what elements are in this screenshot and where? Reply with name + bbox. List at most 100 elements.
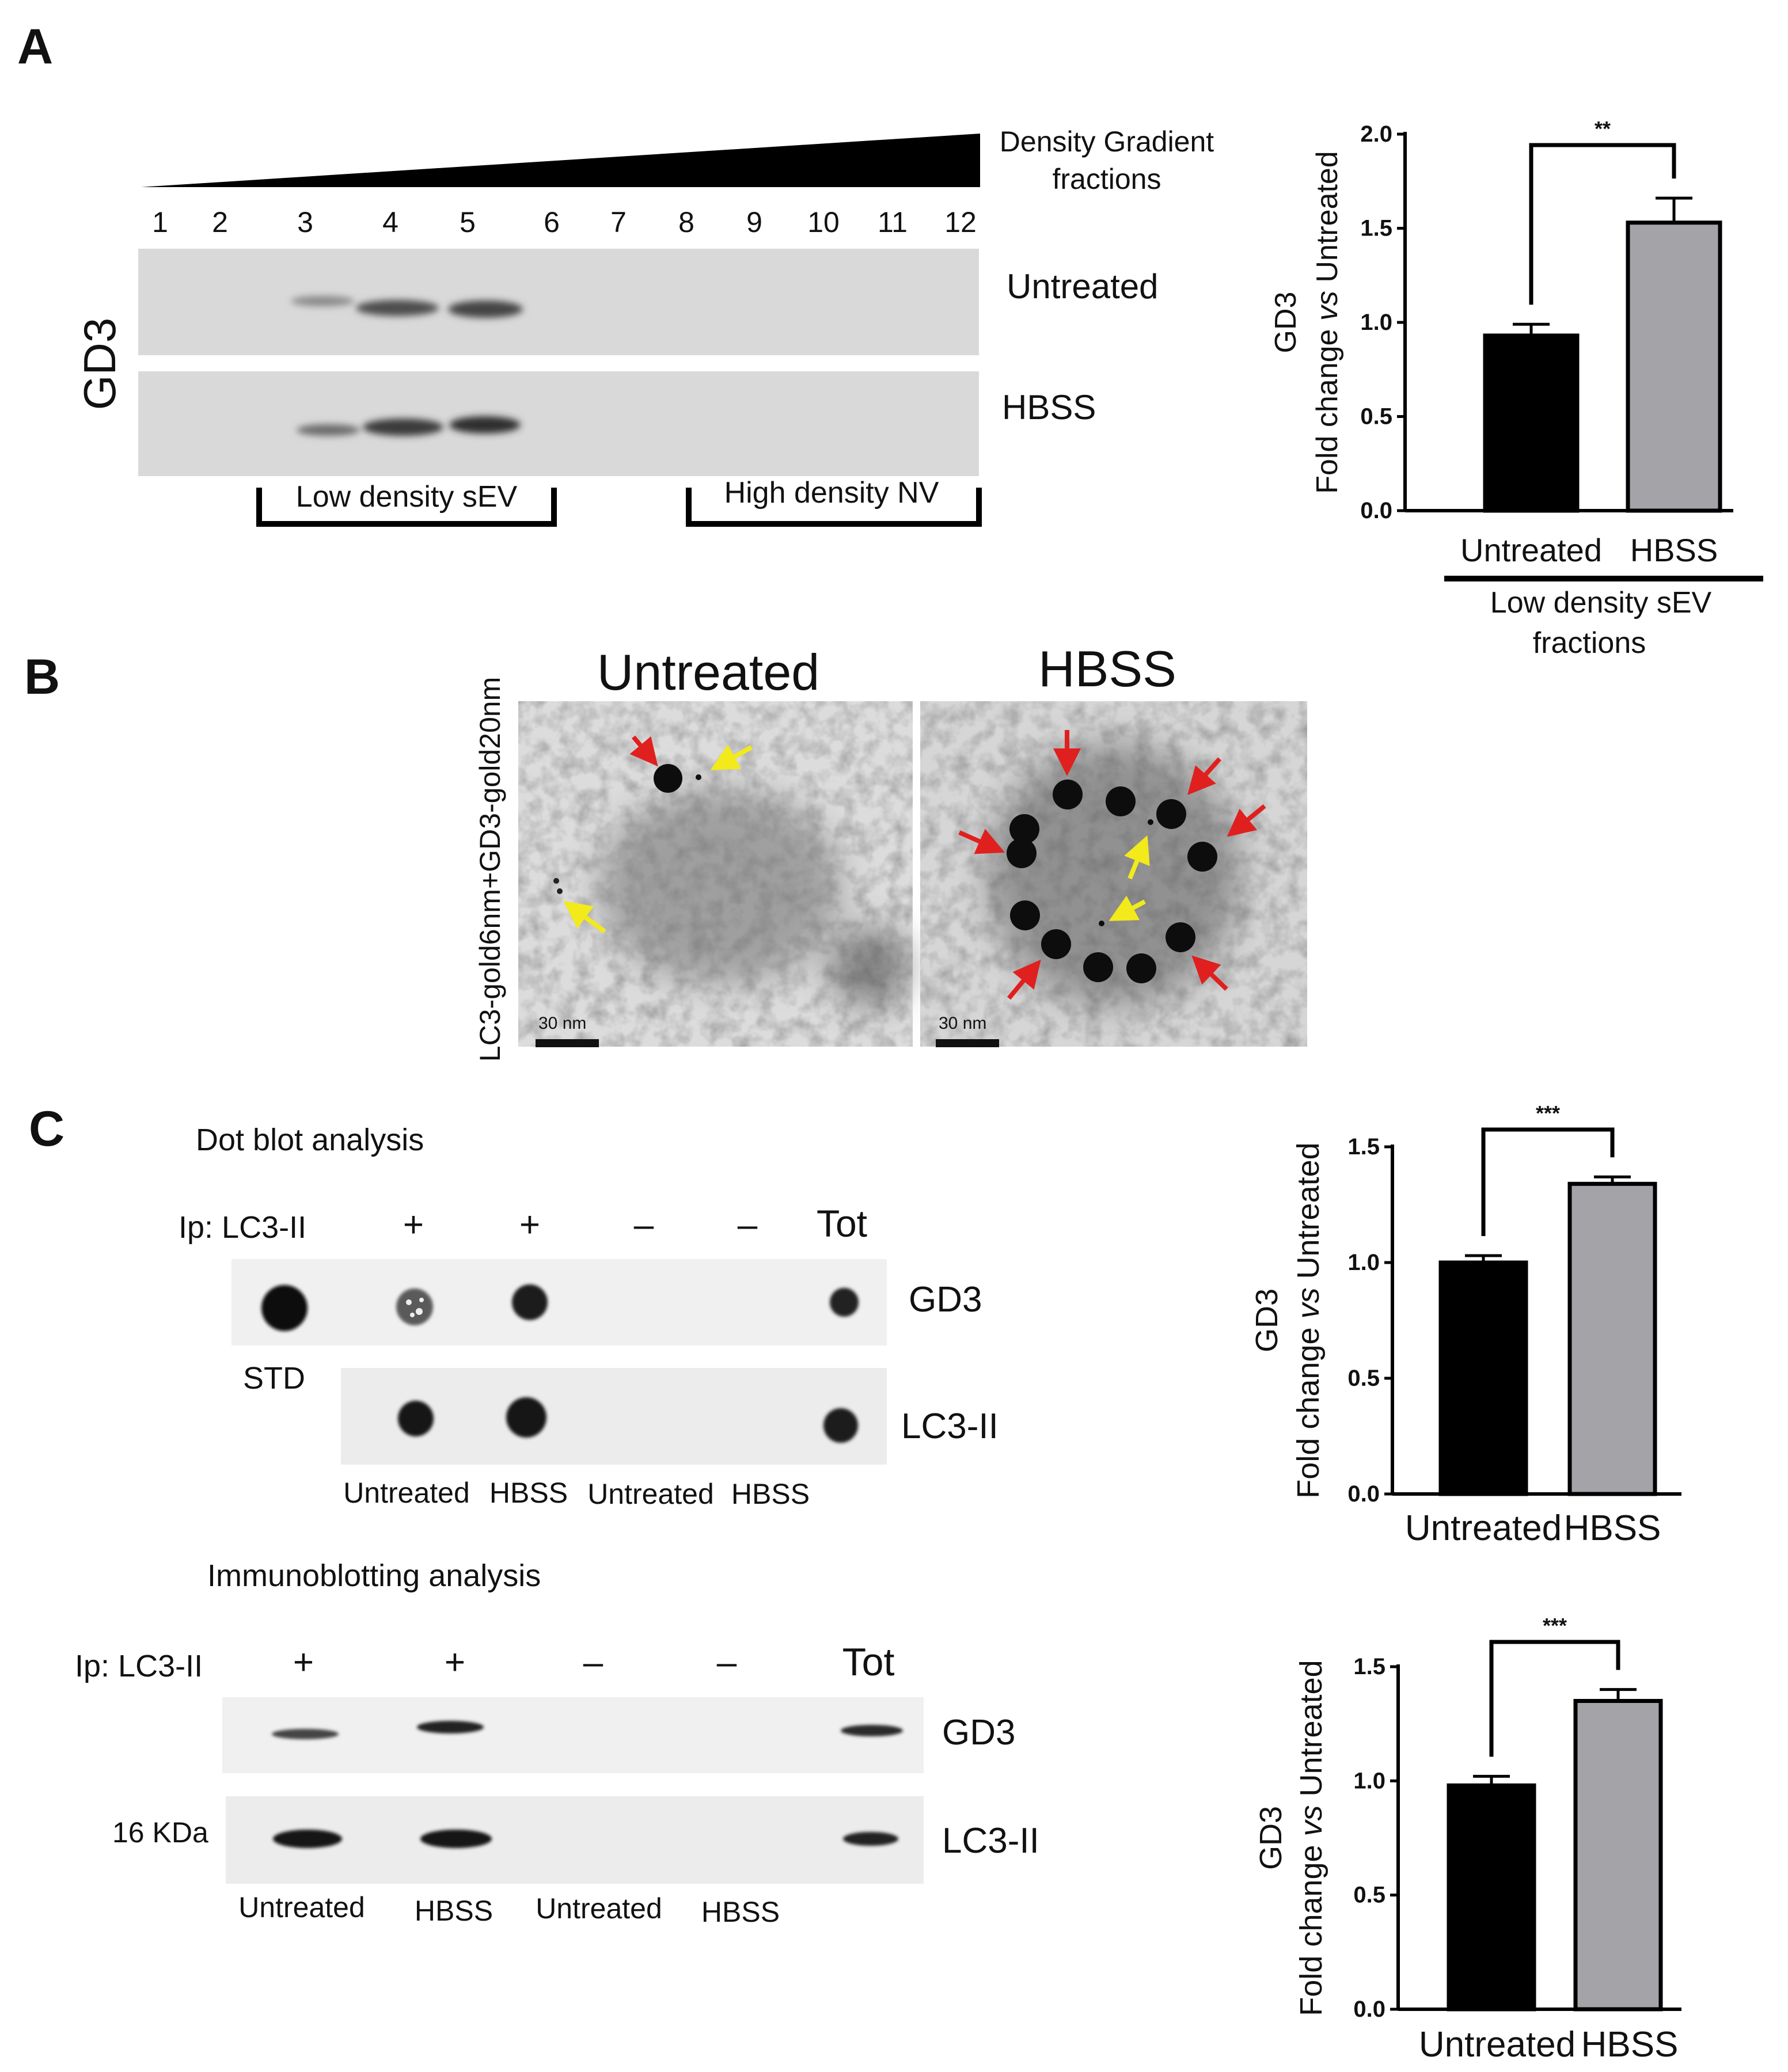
ib-kda-label: 16 KDa <box>112 1816 208 1849</box>
red-arrow <box>1187 757 1221 795</box>
ib-lane-label: Untreated <box>536 1892 662 1925</box>
gold-particle-20nm <box>654 764 682 793</box>
category-label: Untreated <box>1419 2025 1576 2065</box>
red-arrow <box>958 828 1005 854</box>
y-axis-label-line1: GD3 <box>1254 1806 1288 1870</box>
bracket-high-density <box>686 488 982 527</box>
y-tick-label: 1.0 <box>1353 1768 1385 1793</box>
dot-lane-sign: – <box>634 1205 654 1245</box>
fraction-number: 11 <box>878 206 908 238</box>
dot-lane-sign: – <box>738 1205 758 1245</box>
band-lc3-hbss <box>420 1830 492 1848</box>
ib-row-label-gd3: GD3 <box>942 1713 1015 1752</box>
em-title-hbss: HBSS <box>1038 640 1176 697</box>
y-axis-label-line2: Fold change vs Untreated <box>1291 1142 1326 1498</box>
fraction-number: 3 <box>297 206 313 238</box>
yellow-arrow <box>1124 835 1150 880</box>
y-tick-label: 0.5 <box>1347 1366 1380 1391</box>
y-tick-label: 1.5 <box>1353 1654 1385 1679</box>
y-axis-label-line2: Fold change vs Untreated <box>1294 1660 1328 2016</box>
bar-hbss <box>1626 220 1722 513</box>
y-tick-label: 1.5 <box>1360 216 1392 241</box>
ib-lane-tot: Tot <box>842 1640 895 1684</box>
scale-bar-label: 30 nm <box>939 1014 986 1033</box>
fraction-numbers: 1 2 3 4 5 6 7 8 9 10 11 12 <box>152 206 977 238</box>
dot-lc3-untreated <box>398 1401 434 1436</box>
band-lc3-tot <box>843 1832 898 1846</box>
dot-lane-label: HBSS <box>731 1478 810 1510</box>
dot-lc3-tot <box>823 1408 858 1443</box>
ib-membrane-gd3 <box>222 1697 924 1773</box>
ib-row-label-lc3: LC3-II <box>942 1821 1039 1861</box>
ib-lane-label: Untreated <box>238 1891 365 1923</box>
scale-bar <box>536 1039 599 1047</box>
y-tick-label: 1.0 <box>1360 310 1392 335</box>
ib-lane-sign: + <box>445 1643 465 1682</box>
dot-std-label: STD <box>243 1361 305 1396</box>
ib-bands <box>272 1721 903 1848</box>
panel-a: A Density Gradient fractions 1 2 3 4 5 6… <box>17 19 1763 660</box>
gradient-label-line1: Density Gradient <box>1000 126 1214 158</box>
y-tick-label: 0.0 <box>1347 1481 1380 1507</box>
dot-std <box>261 1285 308 1331</box>
panel-b: B Untreated HBSS LC3-gold6nm+GD3-gold20n… <box>24 640 1307 1062</box>
chart-panel-c-immuno: 0.0 0.5 1.0 1.5 Untreated HBSS *** GD3 Fold chan… <box>1254 1614 1681 2065</box>
significance-bracket <box>1481 1127 1615 1236</box>
red-arrow <box>1007 959 1041 1000</box>
dots <box>261 1284 859 1443</box>
dot-gd3-untreated <box>396 1288 433 1325</box>
dot-lane-tot: Tot <box>817 1202 867 1245</box>
fraction-number: 6 <box>544 206 560 238</box>
dot-lane-label: Untreated <box>343 1477 470 1509</box>
panel-a-letter: A <box>17 19 53 74</box>
category-label: HBSS <box>1581 2025 1679 2065</box>
dot-blot-title: Dot blot analysis <box>196 1123 424 1157</box>
y-tick-label: 2.0 <box>1360 121 1392 147</box>
gold-particle-6nm <box>553 878 559 884</box>
y-tick-label: 1.0 <box>1347 1250 1380 1275</box>
fraction-number: 5 <box>460 206 476 238</box>
ib-lane-sign: – <box>717 1643 737 1682</box>
scale-bar-label: 30 nm <box>538 1014 586 1033</box>
y-axis-label-line1: GD3 <box>1269 292 1303 353</box>
dot-row-label-gd3: GD3 <box>909 1280 982 1320</box>
category-label: Untreated <box>1405 1508 1562 1548</box>
dot-gd3-hbss <box>512 1284 548 1320</box>
ib-lane-sign: – <box>583 1643 603 1682</box>
dot-texture <box>406 1298 424 1317</box>
fraction-number: 12 <box>944 206 977 238</box>
ib-ip-label: Ip: LC3-II <box>75 1649 203 1683</box>
dot-membrane-gd3 <box>231 1259 887 1345</box>
antibody-label-gd3: GD3 <box>74 318 125 410</box>
category-label: Untreated <box>1460 532 1602 568</box>
significance-stars: *** <box>1536 1101 1560 1125</box>
gold-particle-6nm <box>557 888 563 894</box>
em-title-untreated: Untreated <box>597 644 819 701</box>
blot-hbss <box>138 371 979 476</box>
bar-hbss <box>1567 1181 1657 1496</box>
density-gradient-wedge <box>141 134 980 187</box>
fraction-number: 10 <box>807 206 840 238</box>
fraction-number: 7 <box>610 206 627 238</box>
significance-bracket <box>1489 1640 1620 1757</box>
fraction-number: 2 <box>212 206 228 238</box>
y-tick-label: 0.5 <box>1353 1883 1385 1908</box>
blot-a-bands <box>291 296 523 436</box>
bracket-low-density <box>256 488 557 527</box>
bracket-label-low: Low density sEV <box>296 480 518 514</box>
blot-untreated <box>138 249 979 355</box>
immunoblot-title: Immunoblotting analysis <box>207 1558 541 1593</box>
bar-untreated <box>1438 1260 1528 1496</box>
scale-bar <box>936 1039 999 1047</box>
red-arrow <box>1191 955 1228 991</box>
bar-hbss <box>1573 1699 1663 2012</box>
chart-panel-c-dot: 0.0 0.5 1.0 1.5 Untreated HBSS *** GD3 Fold chan… <box>1250 1101 1681 1548</box>
dot-lane-label: Untreated <box>587 1478 714 1510</box>
chart-panel-a: 0.0 0.5 1.0 1.5 2.0 Untreated HBSS ** GD3 Fold ch… <box>1269 117 1733 568</box>
y-tick-label: 1.5 <box>1347 1134 1380 1159</box>
fraction-number: 9 <box>746 206 762 238</box>
y-tick-label: 0.5 <box>1360 404 1392 429</box>
category-label: HBSS <box>1564 1508 1661 1548</box>
ib-lane-label: HBSS <box>701 1896 780 1928</box>
